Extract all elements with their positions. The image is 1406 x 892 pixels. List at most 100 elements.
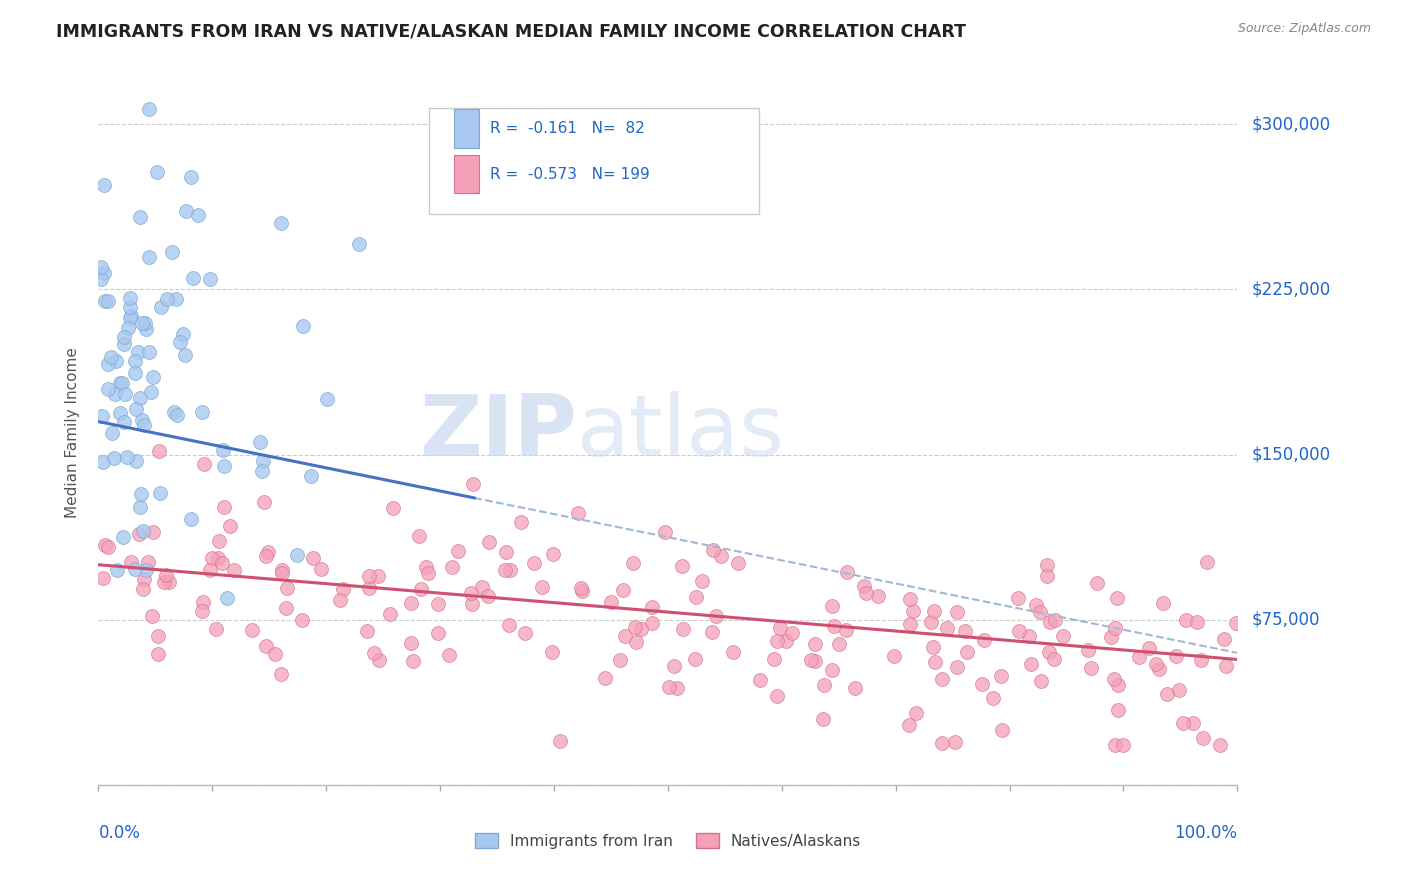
- Point: [136, 555, 159, 569]
- Point: [1147, 662, 1170, 676]
- Point: [214, 459, 236, 474]
- Point: [569, 581, 592, 595]
- Point: [460, 585, 482, 599]
- Point: [641, 599, 664, 614]
- Point: [124, 562, 146, 576]
- Point: [292, 318, 315, 333]
- Point: [813, 713, 835, 727]
- FancyBboxPatch shape: [429, 109, 759, 214]
- Point: [1019, 657, 1042, 671]
- Legend: Immigrants from Iran, Natives/Alaskans: Immigrants from Iran, Natives/Alaskans: [468, 827, 868, 855]
- Point: [1029, 605, 1052, 619]
- Point: [1080, 661, 1102, 675]
- Point: [956, 645, 979, 659]
- Point: [702, 624, 724, 639]
- Point: [666, 681, 689, 696]
- Point: [291, 613, 314, 627]
- Point: [105, 354, 128, 368]
- Text: 100.0%: 100.0%: [1174, 824, 1237, 842]
- Point: [91, 409, 114, 423]
- Point: [132, 572, 155, 586]
- Point: [252, 464, 274, 478]
- Point: [359, 581, 381, 595]
- Point: [118, 300, 141, 314]
- Point: [437, 648, 460, 662]
- Y-axis label: Median Family Income: Median Family Income: [65, 347, 80, 518]
- Point: [837, 566, 859, 580]
- Point: [523, 557, 546, 571]
- Point: [1007, 591, 1029, 606]
- Point: [623, 620, 645, 634]
- Point: [567, 506, 589, 520]
- Point: [217, 591, 239, 605]
- Point: [672, 622, 695, 636]
- Point: [1137, 641, 1160, 656]
- Point: [127, 345, 149, 359]
- Point: [416, 566, 439, 580]
- Point: [180, 169, 202, 184]
- Point: [804, 637, 827, 651]
- Text: R =  -0.161   N=  82: R = -0.161 N= 82: [491, 120, 645, 136]
- Point: [301, 551, 323, 566]
- Point: [148, 647, 170, 661]
- Point: [477, 589, 499, 603]
- Point: [685, 591, 707, 605]
- Text: $150,000: $150,000: [1251, 446, 1330, 464]
- Point: [135, 321, 157, 335]
- Point: [332, 582, 354, 597]
- Point: [252, 454, 274, 468]
- Point: [727, 556, 749, 570]
- Point: [541, 645, 564, 659]
- Point: [990, 669, 1012, 683]
- Point: [478, 535, 501, 549]
- Point: [198, 272, 221, 286]
- Point: [1077, 643, 1099, 657]
- Point: [821, 599, 844, 613]
- Point: [169, 334, 191, 349]
- Point: [97, 293, 120, 308]
- Point: [240, 623, 263, 637]
- Point: [1085, 576, 1108, 591]
- Point: [1099, 630, 1122, 644]
- Point: [222, 563, 245, 577]
- Point: [111, 530, 134, 544]
- Text: ZIP: ZIP: [419, 391, 576, 475]
- Point: [513, 625, 536, 640]
- Point: [835, 623, 858, 637]
- Point: [198, 563, 221, 577]
- Point: [1215, 659, 1237, 673]
- Point: [782, 625, 804, 640]
- Point: [124, 366, 146, 380]
- Point: [152, 574, 174, 589]
- Point: [920, 615, 942, 629]
- Point: [90, 272, 112, 286]
- Point: [368, 653, 391, 667]
- Point: [543, 547, 565, 561]
- Point: [935, 621, 957, 635]
- Point: [599, 595, 621, 609]
- Point: [461, 597, 484, 611]
- Point: [148, 444, 170, 458]
- Point: [953, 624, 976, 639]
- Point: [363, 646, 385, 660]
- Point: [105, 563, 128, 577]
- Point: [270, 667, 292, 681]
- Point: [411, 582, 433, 596]
- Point: [112, 330, 135, 344]
- Point: [702, 543, 724, 558]
- Point: [97, 382, 120, 396]
- Point: [174, 204, 197, 219]
- Point: [1105, 591, 1128, 605]
- Point: [1225, 615, 1247, 630]
- Point: [1209, 739, 1232, 753]
- Point: [1152, 596, 1174, 610]
- Point: [91, 455, 114, 469]
- Point: [381, 501, 404, 516]
- Point: [131, 316, 153, 330]
- Point: [125, 401, 148, 416]
- Point: [205, 622, 228, 636]
- Point: [132, 418, 155, 433]
- Point: [621, 557, 644, 571]
- Point: [981, 691, 1004, 706]
- Point: [163, 405, 186, 419]
